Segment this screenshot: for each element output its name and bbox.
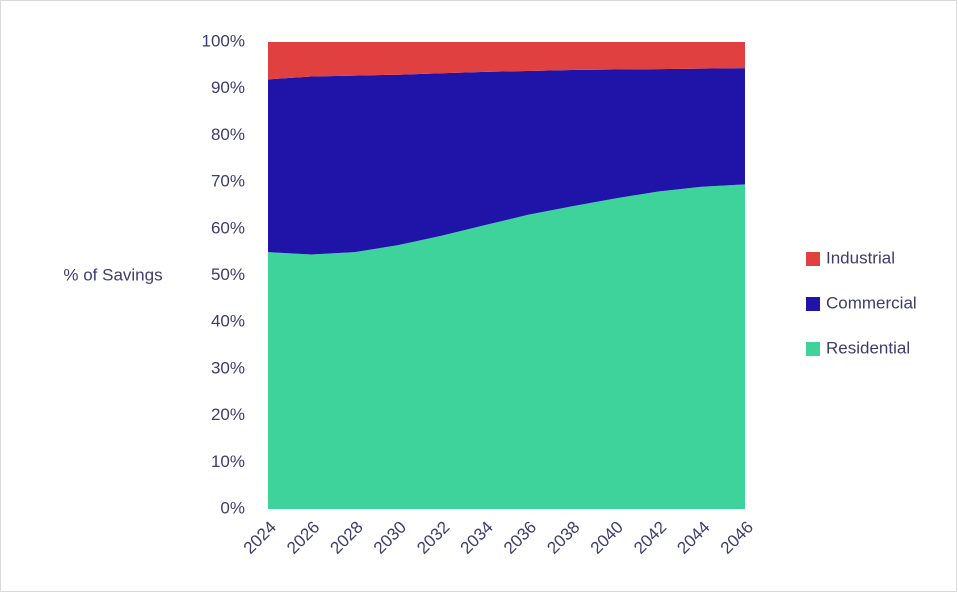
legend-label: Residential — [826, 338, 910, 357]
y-tick-label: 80% — [211, 125, 245, 144]
legend-swatch — [806, 252, 820, 266]
y-axis-label: % of Savings — [63, 265, 162, 284]
area — [268, 42, 745, 80]
y-tick-label: 40% — [211, 312, 245, 331]
y-tick-label: 20% — [211, 405, 245, 424]
legend-swatch — [806, 342, 820, 356]
y-tick-label: 100% — [202, 31, 245, 50]
legend-label: Commercial — [826, 293, 917, 312]
y-tick-label: 0% — [220, 498, 245, 517]
area — [268, 184, 745, 509]
area — [268, 68, 745, 255]
legend-swatch — [806, 297, 820, 311]
legend-label: Industrial — [826, 248, 895, 267]
y-tick-label: 30% — [211, 358, 245, 377]
y-tick-label: 50% — [211, 265, 245, 284]
y-tick-label: 90% — [211, 78, 245, 97]
y-tick-label: 60% — [211, 218, 245, 237]
y-tick-label: 10% — [211, 452, 245, 471]
y-tick-label: 70% — [211, 172, 245, 191]
